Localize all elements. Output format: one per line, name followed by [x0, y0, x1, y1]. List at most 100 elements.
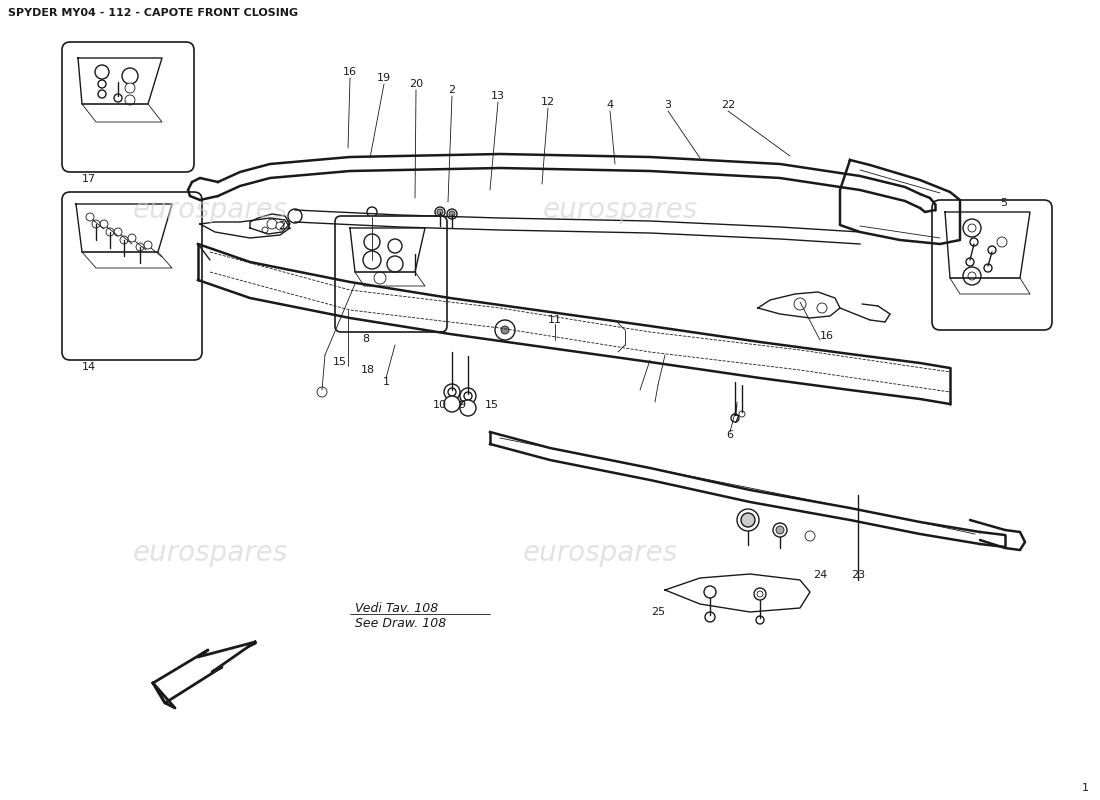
- Text: 1: 1: [1081, 783, 1089, 793]
- Circle shape: [144, 241, 152, 249]
- Text: See Draw. 108: See Draw. 108: [355, 617, 447, 630]
- Circle shape: [125, 95, 135, 105]
- Circle shape: [114, 94, 122, 102]
- Circle shape: [776, 526, 784, 534]
- Circle shape: [95, 65, 109, 79]
- Circle shape: [805, 531, 815, 541]
- Text: 7: 7: [732, 415, 739, 425]
- Circle shape: [464, 392, 472, 400]
- Text: 6: 6: [726, 430, 733, 440]
- Text: 16: 16: [343, 67, 358, 77]
- Circle shape: [267, 219, 277, 229]
- Circle shape: [737, 509, 759, 531]
- Circle shape: [122, 68, 138, 84]
- Circle shape: [970, 238, 978, 246]
- Circle shape: [364, 234, 380, 250]
- Circle shape: [86, 213, 94, 221]
- Circle shape: [997, 237, 1006, 247]
- Circle shape: [387, 256, 403, 272]
- Text: 5: 5: [1000, 198, 1006, 208]
- Circle shape: [125, 83, 135, 93]
- Circle shape: [704, 586, 716, 598]
- Text: 14: 14: [82, 362, 96, 372]
- Text: 15: 15: [333, 357, 346, 367]
- Circle shape: [968, 272, 976, 280]
- Text: 16: 16: [820, 331, 834, 341]
- Text: 11: 11: [548, 315, 562, 325]
- Circle shape: [376, 229, 384, 237]
- FancyBboxPatch shape: [932, 200, 1052, 330]
- FancyBboxPatch shape: [336, 216, 447, 332]
- Circle shape: [988, 246, 996, 254]
- Circle shape: [100, 220, 108, 228]
- Circle shape: [403, 250, 427, 274]
- Text: 2: 2: [449, 85, 455, 95]
- Circle shape: [425, 254, 446, 274]
- Circle shape: [449, 211, 455, 217]
- Circle shape: [444, 396, 460, 412]
- Text: 17: 17: [82, 174, 96, 184]
- Circle shape: [136, 243, 144, 251]
- Circle shape: [288, 209, 302, 223]
- Circle shape: [363, 251, 381, 269]
- Circle shape: [128, 234, 136, 242]
- Circle shape: [447, 209, 456, 219]
- Circle shape: [500, 326, 509, 334]
- FancyBboxPatch shape: [62, 42, 194, 172]
- Circle shape: [962, 219, 981, 237]
- Text: eurospares: eurospares: [132, 196, 287, 224]
- Circle shape: [409, 256, 421, 268]
- Text: 3: 3: [664, 100, 671, 110]
- Circle shape: [92, 220, 100, 228]
- Circle shape: [794, 298, 806, 310]
- Circle shape: [444, 384, 460, 400]
- Circle shape: [757, 591, 763, 597]
- Circle shape: [98, 80, 106, 88]
- Text: 18: 18: [361, 365, 375, 375]
- Circle shape: [367, 207, 377, 217]
- Circle shape: [448, 388, 456, 396]
- Text: 9: 9: [459, 400, 465, 410]
- Polygon shape: [153, 642, 255, 703]
- Text: 21: 21: [278, 221, 293, 231]
- Circle shape: [741, 513, 755, 527]
- Circle shape: [374, 272, 386, 284]
- Text: eurospares: eurospares: [132, 539, 287, 567]
- Text: 10: 10: [433, 400, 447, 410]
- Polygon shape: [153, 683, 175, 708]
- Circle shape: [106, 228, 114, 236]
- Text: 23: 23: [851, 570, 865, 580]
- Text: 15: 15: [485, 400, 499, 410]
- Circle shape: [739, 411, 745, 417]
- FancyBboxPatch shape: [62, 192, 202, 360]
- Circle shape: [773, 523, 786, 537]
- Text: Vedi Tav. 108: Vedi Tav. 108: [355, 602, 438, 615]
- Text: 12: 12: [541, 97, 556, 107]
- Circle shape: [756, 616, 764, 624]
- Text: 19: 19: [377, 73, 392, 83]
- Circle shape: [817, 303, 827, 313]
- Circle shape: [262, 227, 268, 233]
- Circle shape: [120, 236, 128, 244]
- Circle shape: [437, 209, 443, 215]
- Text: SPYDER MY04 - 112 - CAPOTE FRONT CLOSING: SPYDER MY04 - 112 - CAPOTE FRONT CLOSING: [8, 8, 298, 18]
- Circle shape: [317, 387, 327, 397]
- Text: 4: 4: [606, 100, 614, 110]
- Text: 25: 25: [651, 607, 666, 617]
- Text: 13: 13: [491, 91, 505, 101]
- Circle shape: [388, 239, 401, 253]
- Text: 20: 20: [409, 79, 424, 89]
- Circle shape: [460, 400, 476, 416]
- Text: 8: 8: [362, 334, 370, 344]
- Circle shape: [962, 267, 981, 285]
- Circle shape: [434, 207, 446, 217]
- Circle shape: [705, 612, 715, 622]
- Circle shape: [495, 320, 515, 340]
- Text: 24: 24: [813, 570, 827, 580]
- Circle shape: [966, 258, 974, 266]
- Circle shape: [276, 222, 284, 230]
- Text: eurospares: eurospares: [542, 196, 697, 224]
- Circle shape: [407, 236, 424, 252]
- Circle shape: [984, 264, 992, 272]
- Circle shape: [732, 414, 739, 422]
